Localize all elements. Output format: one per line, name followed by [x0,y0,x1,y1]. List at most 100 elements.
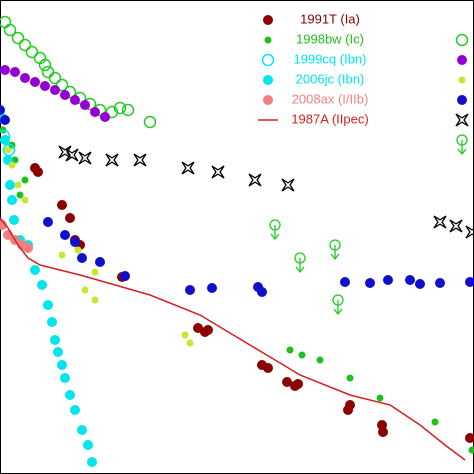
marker [53,347,63,357]
marker [33,167,43,177]
marker [263,363,273,373]
marker [41,65,55,79]
marker [40,81,50,91]
marker [105,105,119,119]
upper-limit [329,239,341,261]
marker [257,287,267,297]
marker [281,178,295,192]
marker [345,400,355,410]
marker [468,446,474,454]
marker [286,346,294,354]
marker [120,271,130,281]
marker [14,181,22,189]
marker [83,440,93,450]
marker [431,418,439,426]
marker [7,195,17,205]
marker [25,45,39,59]
marker [23,243,33,253]
marker [80,100,90,110]
marker [449,219,463,233]
marker [211,165,225,179]
marker [415,279,425,289]
upper-limit [294,252,306,274]
marker [10,67,20,77]
marker [21,176,29,184]
marker [378,427,388,437]
marker [316,356,324,364]
legend-label: 1999cq (Ibn) [294,51,367,66]
marker [9,215,19,225]
marker [383,275,393,285]
legend-label: 2006jc (Ibn) [296,71,365,86]
marker [43,217,53,227]
marker [465,225,474,239]
marker [65,213,75,223]
marker [20,73,30,83]
marker [293,379,303,389]
marker [298,351,306,359]
marker [207,283,217,293]
marker [133,153,147,167]
marker [60,373,70,383]
marker [11,31,25,45]
legend: 1991T (Ia) 1998bw (Ic) 1999cq (Ibn) 2006jc … [258,11,469,156]
marker [0,65,10,75]
marker [8,161,16,169]
marker [48,71,62,85]
marker [21,196,29,204]
legend-label: 1991T (Ia) [300,11,360,26]
marker [43,300,53,310]
upper-limit [332,294,344,316]
marker [465,433,474,443]
marker [57,360,67,370]
marker [16,191,24,199]
marker [47,317,57,327]
marker [340,277,350,287]
marker [376,394,384,402]
marker [30,265,40,275]
marker [70,405,80,415]
marker [405,275,415,285]
marker [70,95,80,105]
plot-area [0,15,474,467]
marker [121,103,135,117]
marker [113,101,127,115]
marker [87,457,97,467]
marker [263,95,273,105]
marker [4,146,12,154]
marker [65,390,75,400]
marker [55,78,69,92]
marker [0,105,5,115]
marker [77,253,87,263]
legend-label: 1987A (IIpec) [291,111,368,126]
marker [282,377,292,387]
marker [433,215,447,229]
legend-label: 2008ax (I/IIb) [292,91,369,106]
upper-limit [269,219,281,241]
marker [455,33,469,47]
marker [105,153,119,167]
series-line [0,217,466,461]
marker [263,75,273,85]
marker [77,425,87,435]
marker [0,135,10,145]
marker [70,237,80,247]
marker [186,339,194,347]
marker [78,151,92,165]
marker [81,286,89,294]
marker [37,280,47,290]
marker [60,230,70,240]
marker [248,173,262,187]
marker [58,251,66,259]
marker [185,285,195,295]
marker [458,76,466,84]
marker [50,335,60,345]
marker [90,107,100,117]
marker [3,23,17,37]
marker [457,95,467,105]
marker [365,278,375,288]
marker [91,268,99,276]
marker [0,15,12,29]
marker [65,148,79,162]
